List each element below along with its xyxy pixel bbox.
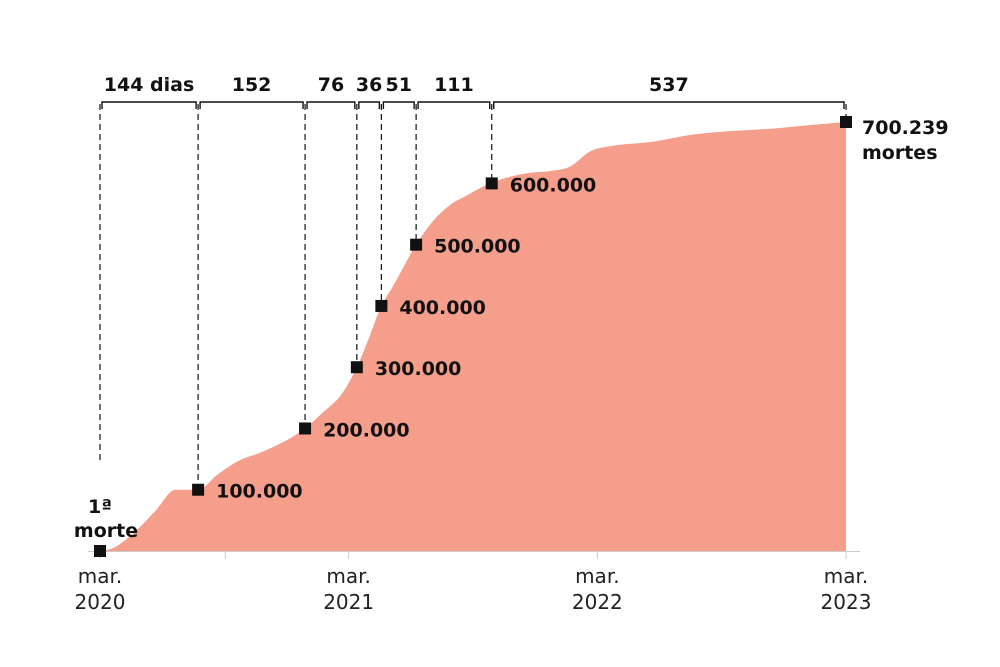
milestone-label: 600.000	[510, 174, 597, 196]
area-layer	[100, 122, 846, 551]
milestone-marker	[299, 422, 312, 435]
interval-label: 51	[386, 74, 412, 96]
milestone-marker	[410, 238, 423, 251]
milestone-label: 100.000	[216, 481, 303, 503]
x-tick-label: mar.	[326, 564, 370, 588]
milestone-marker	[192, 483, 205, 496]
final-total-label: 700.239	[862, 117, 949, 139]
interval-label: 537	[649, 74, 689, 96]
interval-bracket	[199, 101, 304, 109]
interval-bracket	[358, 101, 381, 109]
milestone-marker	[350, 361, 363, 374]
x-tick-label-year: 2020	[75, 590, 126, 614]
milestone-marker	[375, 299, 388, 312]
first-death-label-line2: morte	[74, 520, 138, 542]
milestone-guide-lines	[99, 104, 847, 484]
x-tick-label: mar.	[575, 564, 619, 588]
interval-brackets: 144 dias 152 76 36 51 111 537	[101, 74, 845, 109]
interval-bracket	[382, 101, 415, 109]
x-tick-label-year: 2021	[323, 590, 374, 614]
milestone-marker	[94, 544, 106, 557]
milestone-label: 500.000	[434, 236, 521, 258]
deaths-area	[100, 122, 846, 551]
interval-bracket	[101, 101, 197, 109]
milestone-marker	[485, 177, 498, 190]
interval-bracket	[306, 101, 356, 109]
interval-label: 76	[318, 74, 344, 96]
x-tick-label-year: 2022	[572, 590, 623, 614]
milestone-label: 400.000	[399, 297, 486, 319]
x-tick-label-year: 2023	[821, 590, 872, 614]
milestone-label: 300.000	[375, 358, 462, 380]
final-total-label-line2: mortes	[862, 142, 938, 164]
interval-label: 111	[434, 74, 474, 96]
interval-bracket	[417, 101, 491, 109]
milestone-label: 200.000	[323, 419, 410, 441]
x-tick-label: mar.	[824, 564, 868, 588]
milestone-marker	[840, 116, 852, 128]
interval-bracket	[493, 101, 845, 109]
x-tick-label: mar.	[78, 564, 122, 588]
interval-label: 36	[356, 74, 382, 96]
milestone-markers	[94, 116, 852, 557]
first-death-label: 1ª	[88, 496, 112, 518]
interval-label: 144 dias	[104, 74, 195, 96]
interval-label: 152	[232, 74, 272, 96]
